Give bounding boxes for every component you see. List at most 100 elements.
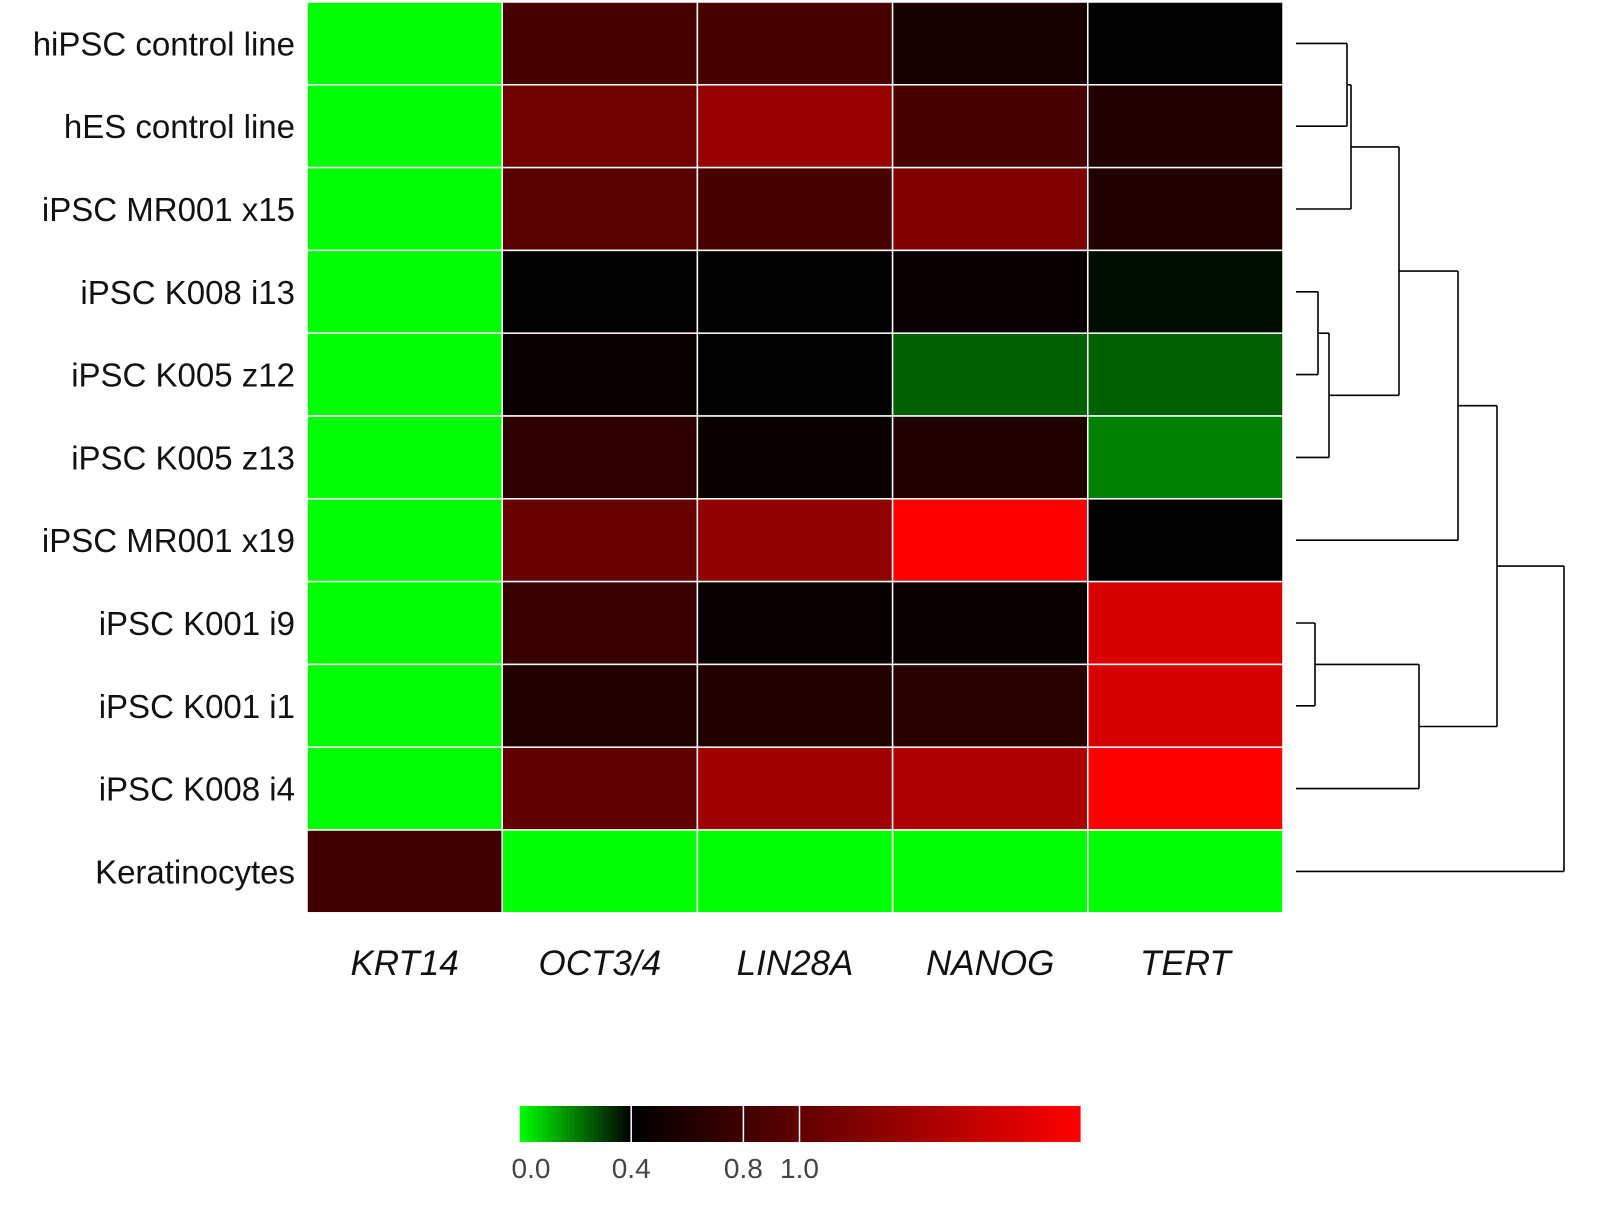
color-key-tick-label: 0.4 [612, 1153, 651, 1184]
color-key-swatch [734, 1106, 740, 1142]
color-key-swatch [836, 1106, 843, 1142]
heatmap-cell-ipsc-mr001-x15-lin28a [696, 166, 894, 252]
color-key-swatch [776, 1106, 782, 1142]
color-key-swatch [691, 1106, 698, 1142]
heatmap-cell-ipsc-k005-z12-oct3-4 [501, 332, 699, 417]
color-key-swatch [649, 1106, 656, 1142]
heatmap-cell-ipsc-k001-i1-nanog [891, 663, 1089, 748]
row-label: hiPSC control line [33, 25, 295, 62]
heatmap-cell-hipsc-control-line-tert [1087, 1, 1284, 86]
color-key-swatch [893, 1106, 899, 1142]
color-key-swatch [565, 1106, 572, 1142]
color-key-swatch [570, 1106, 576, 1142]
color-key-swatch [626, 1106, 632, 1142]
color-key-swatch [551, 1106, 557, 1142]
row-label: Keratinocytes [95, 853, 295, 890]
color-key-swatch [1037, 1106, 1044, 1142]
color-key-swatch [593, 1106, 600, 1142]
color-key-swatch [673, 1106, 679, 1142]
color-key-swatch [584, 1106, 590, 1142]
color-key-swatch [930, 1106, 936, 1142]
color-key-swatch [977, 1106, 983, 1142]
color-key-swatch [986, 1106, 992, 1142]
color-key-swatch [1056, 1106, 1062, 1142]
color-key-swatch [958, 1106, 964, 1142]
color-key-swatch [635, 1106, 642, 1142]
heatmap-cell-ipsc-k001-i9-lin28a [696, 580, 894, 666]
color-key-swatch [925, 1106, 931, 1142]
row-label: hES control line [64, 108, 295, 145]
heatmap-cell-ipsc-mr001-x19-nanog [891, 498, 1089, 583]
color-key-swatch [654, 1106, 660, 1142]
heatmap-cell-ipsc-mr001-x19-oct3-4 [501, 498, 699, 583]
color-key-swatch [757, 1106, 763, 1142]
color-key-swatch [813, 1106, 819, 1142]
color-key-swatch [677, 1106, 684, 1142]
color-key-swatch [878, 1106, 885, 1142]
heatmap-cell-ipsc-k005-z12-krt14 [306, 332, 503, 417]
heatmap-cell-hes-control-line-lin28a [696, 84, 894, 169]
color-key-swatch [579, 1106, 586, 1142]
heatmap-cell-ipsc-k008-i13-oct3-4 [501, 249, 699, 334]
heatmap-cell-ipsc-k008-i4-nanog [891, 746, 1089, 831]
color-key-swatch [1033, 1106, 1039, 1142]
color-key-swatch [696, 1106, 702, 1142]
heatmap-cell-keratinocytes-tert [1087, 829, 1284, 914]
heatmap-cell-ipsc-mr001-x19-tert [1087, 498, 1284, 583]
heatmap-cell-ipsc-k001-i1-krt14 [306, 663, 503, 748]
color-key-swatch [1019, 1106, 1025, 1142]
color-key-swatch [995, 1106, 1002, 1142]
color-key-swatch [542, 1106, 548, 1142]
color-key-swatch [668, 1106, 674, 1142]
color-key-swatch [818, 1106, 824, 1142]
heatmap-cell-ipsc-k008-i13-lin28a [696, 249, 894, 334]
color-key-swatch [1047, 1106, 1053, 1142]
color-key-swatch [738, 1106, 744, 1142]
heatmap-cell-ipsc-k001-i1-tert [1087, 663, 1284, 748]
color-key-swatch [874, 1106, 880, 1142]
heatmap-cell-keratinocytes-oct3-4 [501, 829, 699, 914]
heatmap-cell-ipsc-k001-i1-oct3-4 [501, 663, 699, 748]
heatmap-cell-ipsc-k005-z13-krt14 [306, 415, 503, 500]
heatmap-cell-ipsc-mr001-x15-tert [1087, 166, 1284, 252]
color-key-swatch [729, 1106, 735, 1142]
color-key-swatch [972, 1106, 978, 1142]
heatmap-cell-keratinocytes-krt14 [306, 829, 503, 914]
heatmap-cell-hipsc-control-line-lin28a [696, 1, 894, 86]
heatmap-cell-hipsc-control-line-nanog [891, 1, 1089, 86]
heatmap-cells [306, 1, 1284, 914]
column-label: TERT [1140, 944, 1233, 983]
color-key: 0.0 0.4 0.8 1.0 [512, 1106, 1081, 1184]
color-key-swatch [612, 1106, 618, 1142]
heatmap-cell-ipsc-mr001-x15-oct3-4 [501, 166, 699, 252]
color-key-swatch [715, 1106, 721, 1142]
heatmap-cell-ipsc-k005-z13-lin28a [696, 415, 894, 500]
color-key-swatch [1000, 1106, 1006, 1142]
color-key-swatch [1023, 1106, 1030, 1142]
color-key-swatch [883, 1106, 889, 1142]
color-key-swatch [687, 1106, 693, 1142]
color-key-swatch [921, 1106, 927, 1142]
color-key-swatch [911, 1106, 917, 1142]
color-key-swatch [981, 1106, 988, 1142]
color-key-tick-label: 0.0 [512, 1153, 551, 1184]
color-key-swatch [785, 1106, 791, 1142]
color-key-swatch [621, 1106, 628, 1142]
heatmap-cell-ipsc-k008-i13-nanog [891, 249, 1089, 334]
row-label: iPSC K001 i9 [99, 605, 295, 642]
color-key-swatch [710, 1106, 716, 1142]
color-key-swatch [720, 1106, 726, 1142]
heatmap-cell-hes-control-line-nanog [891, 84, 1089, 169]
color-key-swatch [780, 1106, 787, 1142]
color-key-swatch [827, 1106, 833, 1142]
color-key-swatch [949, 1106, 955, 1142]
color-key-swatch [897, 1106, 903, 1142]
color-key-swatch [799, 1106, 805, 1142]
column-label: KRT14 [350, 944, 458, 983]
color-key-swatch [561, 1106, 567, 1142]
color-key-swatch [916, 1106, 922, 1142]
color-key-swatch [1075, 1106, 1081, 1142]
color-key-swatch [864, 1106, 871, 1142]
column-label: NANOG [926, 944, 1054, 983]
